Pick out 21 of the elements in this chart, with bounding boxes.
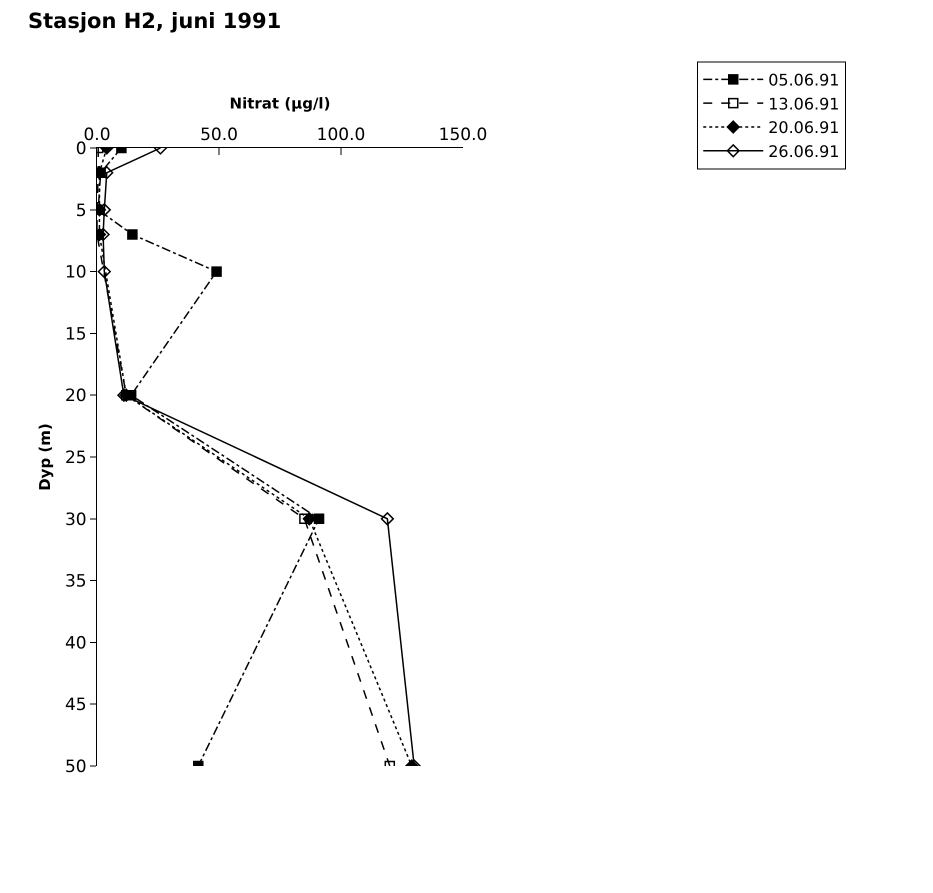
y-tick-label: 10 xyxy=(64,262,87,283)
y-tick-label: 45 xyxy=(64,695,87,716)
chart-title: Stasjon H2, juni 1991 xyxy=(28,9,282,34)
y-tick-label: 20 xyxy=(64,386,87,406)
x-tick-label: 100.0 xyxy=(316,125,366,146)
y-tick-label: 50 xyxy=(64,756,87,777)
legend-label: 20.06.91 xyxy=(768,118,840,138)
x-axis-title: Nitrat (µg/l) xyxy=(230,94,330,112)
y-tick-label: 25 xyxy=(64,448,87,468)
y-tick-label: 40 xyxy=(64,633,87,654)
y-tick-label: 30 xyxy=(64,510,87,530)
y-axis-title: Dyp (m) xyxy=(36,423,54,491)
x-tick-label: 50.0 xyxy=(200,125,238,146)
y-tick-label: 35 xyxy=(64,572,87,592)
legend-label: 13.06.91 xyxy=(768,94,840,114)
x-tick-label: 150.0 xyxy=(438,125,488,146)
y-tick-label: 0 xyxy=(76,138,87,159)
legend-label: 05.06.91 xyxy=(768,70,840,90)
y-tick-label: 5 xyxy=(76,200,87,221)
y-tick-label: 15 xyxy=(64,324,87,344)
legend-label: 26.06.91 xyxy=(768,142,840,162)
